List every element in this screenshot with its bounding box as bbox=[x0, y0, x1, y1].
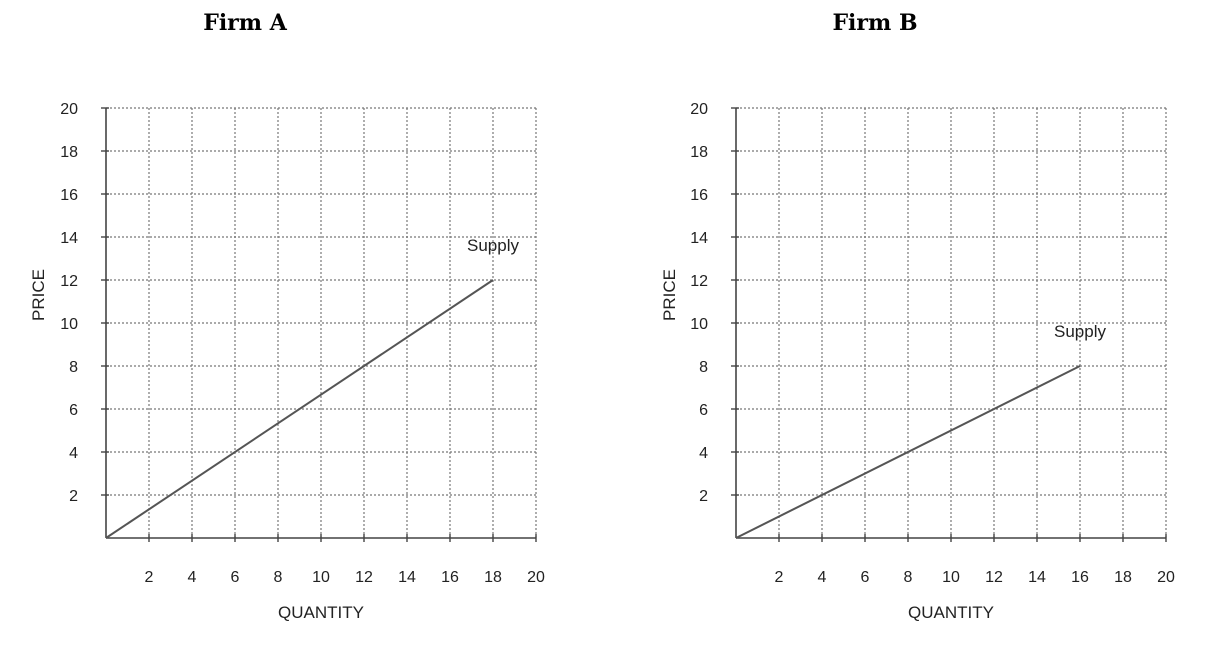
chart-title-firm-a: Firm A bbox=[203, 10, 287, 36]
x-tick-label-a: 16 bbox=[441, 569, 459, 586]
x-tick-label-a: 10 bbox=[312, 569, 330, 586]
y-tick-label-a: 18 bbox=[60, 144, 78, 161]
supply-curve-label-b: Supply bbox=[1054, 322, 1106, 341]
y-tick-label-b: 2 bbox=[699, 488, 708, 505]
supply-curve-label-a: Supply bbox=[467, 236, 519, 255]
x-tick-label-b: 2 bbox=[775, 569, 784, 586]
x-tick-label-a: 6 bbox=[231, 569, 240, 586]
y-tick-label-b: 12 bbox=[690, 273, 708, 290]
y-tick-label-b: 20 bbox=[690, 101, 708, 118]
y-tick-label-a: 14 bbox=[60, 230, 78, 247]
y-tick-label-a: 6 bbox=[69, 402, 78, 419]
y-tick-label-b: 16 bbox=[690, 187, 708, 204]
y-tick-label-b: 8 bbox=[699, 359, 708, 376]
x-tick-label-b: 8 bbox=[904, 569, 913, 586]
y-tick-label-a: 8 bbox=[69, 359, 78, 376]
x-axis-label-a: QUANTITY bbox=[278, 603, 364, 622]
x-tick-label-b: 16 bbox=[1071, 569, 1089, 586]
x-axis-label-b: QUANTITY bbox=[908, 603, 994, 622]
x-tick-label-a: 12 bbox=[355, 569, 373, 586]
x-tick-label-a: 8 bbox=[274, 569, 283, 586]
x-tick-label-b: 18 bbox=[1114, 569, 1132, 586]
y-axis-label-a: PRICE bbox=[29, 269, 48, 321]
y-tick-label-a: 4 bbox=[69, 445, 78, 462]
x-tick-label-b: 10 bbox=[942, 569, 960, 586]
supply-curve-b bbox=[735, 365, 1081, 539]
y-tick-label-a: 2 bbox=[69, 488, 78, 505]
y-axis-label-b: PRICE bbox=[660, 269, 679, 321]
y-tick-label-a: 12 bbox=[60, 273, 78, 290]
x-tick-label-a: 4 bbox=[188, 569, 197, 586]
chart-title-firm-b: Firm B bbox=[832, 10, 918, 36]
x-tick-label-a: 20 bbox=[527, 569, 545, 586]
x-tick-label-a: 2 bbox=[145, 569, 154, 586]
y-tick-label-b: 14 bbox=[690, 230, 708, 247]
y-tick-label-b: 6 bbox=[699, 402, 708, 419]
y-tick-label-b: 10 bbox=[690, 316, 708, 333]
x-tick-label-b: 12 bbox=[985, 569, 1003, 586]
x-tick-label-b: 14 bbox=[1028, 569, 1046, 586]
x-tick-label-a: 18 bbox=[484, 569, 502, 586]
x-tick-label-a: 14 bbox=[398, 569, 416, 586]
x-tick-label-b: 4 bbox=[818, 569, 827, 586]
x-tick-label-b: 6 bbox=[861, 569, 870, 586]
y-tick-label-b: 18 bbox=[690, 144, 708, 161]
y-tick-label-a: 16 bbox=[60, 187, 78, 204]
supply-curve-a bbox=[105, 279, 494, 539]
y-tick-label-a: 20 bbox=[60, 101, 78, 118]
y-tick-label-a: 10 bbox=[60, 316, 78, 333]
y-tick-label-b: 4 bbox=[699, 445, 708, 462]
x-tick-label-b: 20 bbox=[1157, 569, 1175, 586]
